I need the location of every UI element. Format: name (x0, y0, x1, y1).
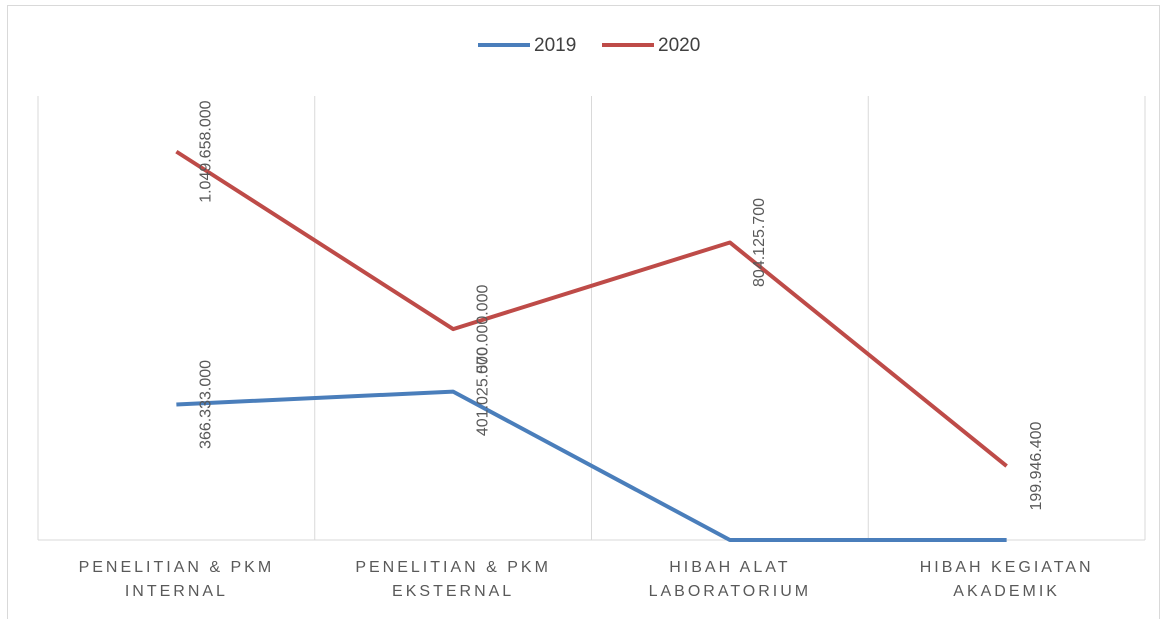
series-line (176, 389, 1007, 542)
legend-label: 2020 (658, 35, 700, 56)
data-label: 570.000.000 (474, 285, 491, 374)
x-tick-label: PENELITIAN & PKM EKSTERNAL (355, 559, 551, 600)
data-label: 401.025.000 (474, 347, 491, 436)
data-label: 1.049.658.000 (198, 100, 215, 202)
legend-label: 2019 (534, 35, 576, 56)
data-label: 366.333.000 (198, 360, 215, 449)
data-label: 804.125.700 (751, 198, 768, 287)
series-line (175, 149, 1008, 468)
data-label: 199.946.400 (1028, 421, 1045, 510)
x-tick-label: PENELITIAN & PKM INTERNAL (78, 559, 275, 600)
chart-border (7, 5, 1160, 619)
x-tick-label: HIBAH ALAT LABORATORIUM (648, 559, 812, 600)
x-tick-label: HIBAH KEGIATAN AKADEMIK (919, 559, 1094, 600)
